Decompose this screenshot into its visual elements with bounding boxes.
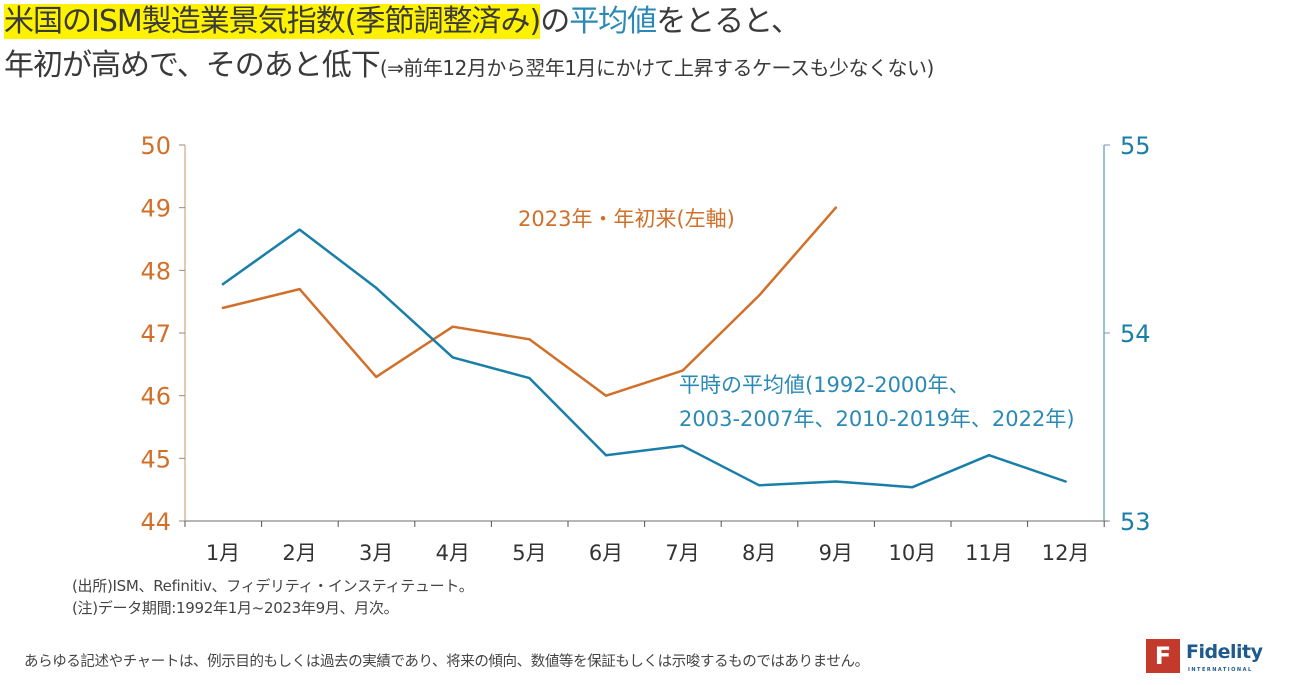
- data-point-average: [528, 376, 531, 380]
- data-point-2023: [604, 394, 608, 397]
- right-axis: 53 54 55: [1103, 132, 1151, 536]
- series-label-average-line2: 2003-2007年、2010-2019年、2022年): [679, 407, 1075, 431]
- x-axis-tick-label: 2月: [282, 541, 316, 565]
- fidelity-logo-sub: INTERNATIONAL: [1188, 667, 1253, 673]
- data-point-average: [911, 485, 914, 489]
- x-axis-tick-label: 12月: [1042, 541, 1090, 565]
- x-axis-tick-label: 9月: [819, 541, 853, 565]
- left-axis-tick-label: 45: [140, 445, 171, 473]
- left-axis-tick-label: 48: [140, 257, 171, 285]
- right-axis-tick-label: 54: [1120, 320, 1151, 348]
- data-point-2023: [298, 287, 301, 291]
- title-line-2: 年初が高めで、そのあと低下(⇒前年12月から翌年1月にかけて上昇するケースも少な…: [4, 46, 934, 88]
- data-point-average: [375, 286, 378, 290]
- title-highlight: 米国のISM製造業景気指数(季節調整済み): [4, 4, 541, 39]
- right-axis-tick-label: 53: [1120, 508, 1151, 536]
- x-axis-tick-label: 8月: [742, 541, 776, 565]
- series-label-2023: 2023年・年初来(左軸): [518, 207, 735, 231]
- fidelity-logo-mark: F: [1146, 639, 1180, 673]
- left-axis-tick-label: 50: [140, 132, 171, 160]
- data-period-note: (注)データ期間:1992年1月~2023年9月、月次。: [72, 599, 399, 617]
- x-axis-tick-label: 11月: [965, 541, 1013, 565]
- title-line-1: 米国のISM製造業景気指数(季節調整済み)の平均値をとると、: [4, 2, 801, 42]
- data-point-average: [604, 454, 608, 457]
- title-main: 年初が高めで、そのあと低下: [4, 48, 381, 83]
- data-point-2023: [451, 325, 454, 328]
- x-axis-tick-label: 10月: [889, 541, 937, 565]
- x-axis-tick-label: 5月: [512, 541, 546, 565]
- title-sub: (⇒前年12月から翌年1月にかけて上昇するケースも少なくない): [379, 56, 935, 80]
- left-axis-tick-label: 46: [140, 383, 171, 411]
- data-point-average: [758, 484, 761, 487]
- fidelity-logo-name: Fidelity: [1186, 641, 1263, 663]
- title-connector: の: [540, 4, 570, 39]
- left-axis: 44 45 46 47 48 49 50: [140, 132, 186, 536]
- data-point-2023: [375, 375, 378, 379]
- data-point-2023: [758, 294, 761, 297]
- left-axis-tick-label: 47: [140, 320, 171, 348]
- x-axis-tick-label: 1月: [206, 541, 240, 565]
- data-point-average: [221, 282, 225, 286]
- data-point-average: [1064, 480, 1067, 483]
- series-label-average-line1: 平時の平均値(1992-2000年、: [679, 373, 970, 397]
- left-axis-tick-label: 44: [140, 508, 171, 536]
- series-line-average: [221, 228, 1067, 489]
- title-average: 平均値: [569, 4, 657, 39]
- fidelity-logo: F Fidelity INTERNATIONAL: [1146, 639, 1266, 679]
- data-point-average: [987, 454, 991, 457]
- data-point-2023: [681, 369, 684, 372]
- x-axis: 1月 2月 3月 4月 5月 6月 7月 8月 9月 10月 11月 12月: [184, 520, 1108, 565]
- data-point-2023: [528, 338, 531, 341]
- source-note: (出所)ISM、Refinitiv、フィデリティ・インスティテュート。: [72, 577, 474, 595]
- x-axis-tick-label: 4月: [436, 541, 470, 565]
- data-point-average: [298, 228, 301, 231]
- disclaimer: あらゆる記述やチャートは、例示目的もしくは過去の実績であり、将来の傾向、数値等を…: [24, 654, 869, 670]
- title-tail: をとると、: [656, 4, 801, 39]
- x-axis-tick-label: 7月: [665, 541, 699, 565]
- series-line-2023: [221, 206, 838, 397]
- x-axis-tick-label: 6月: [589, 541, 623, 565]
- right-axis-tick-label: 55: [1120, 132, 1151, 160]
- data-point-2023: [834, 206, 837, 209]
- data-point-average: [451, 356, 454, 359]
- series-layer: [221, 206, 1067, 489]
- data-point-average: [681, 444, 684, 447]
- data-point-2023: [221, 306, 225, 310]
- data-point-average: [834, 480, 837, 483]
- x-axis-tick-label: 3月: [359, 541, 393, 565]
- left-axis-tick-label: 49: [140, 195, 171, 223]
